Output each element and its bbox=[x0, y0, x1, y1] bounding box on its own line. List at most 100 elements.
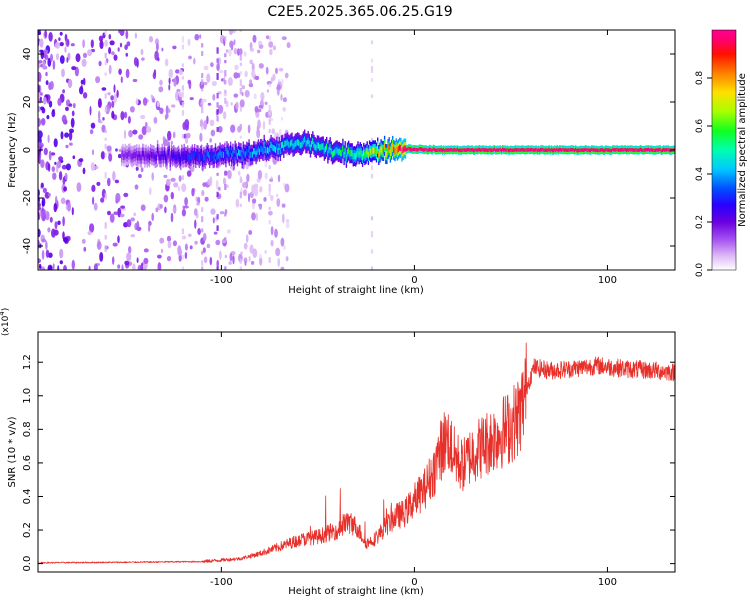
signal-cell bbox=[321, 143, 323, 150]
noise-cell bbox=[207, 179, 211, 186]
noise-cell bbox=[71, 207, 74, 216]
noise-cell bbox=[117, 235, 120, 244]
noise-cell bbox=[168, 77, 171, 85]
signal-cell bbox=[246, 148, 248, 155]
noise-cell bbox=[224, 183, 227, 190]
noise-cell bbox=[71, 259, 76, 270]
signal-peak bbox=[452, 148, 456, 152]
signal-cell bbox=[513, 148, 515, 152]
signal-cell bbox=[400, 144, 402, 151]
noise-cell bbox=[57, 220, 61, 225]
signal-cell bbox=[263, 141, 265, 148]
signal-peak bbox=[508, 148, 512, 152]
noise-cell bbox=[210, 129, 216, 137]
signal-cell bbox=[445, 148, 447, 152]
noise-cell bbox=[274, 228, 278, 238]
noise-cell bbox=[40, 182, 44, 188]
signal-cell bbox=[635, 148, 637, 152]
noise-cell bbox=[59, 55, 65, 64]
noise-cell bbox=[280, 237, 285, 247]
noise-cell bbox=[38, 118, 41, 127]
noise-cell bbox=[47, 227, 51, 233]
noise-cell bbox=[181, 44, 184, 50]
signal-cell bbox=[481, 148, 483, 152]
noise-cell bbox=[119, 30, 125, 36]
signal-cell bbox=[306, 140, 308, 147]
signal-cell bbox=[228, 152, 231, 159]
signal-cell bbox=[389, 149, 392, 156]
noise-cell bbox=[370, 266, 374, 270]
noise-cell bbox=[218, 104, 224, 114]
noise-cell bbox=[126, 41, 131, 47]
signal-cell bbox=[222, 151, 225, 158]
signal-cell bbox=[476, 148, 478, 153]
noise-cell bbox=[113, 93, 117, 104]
noise-cell bbox=[201, 106, 204, 114]
noise-cell bbox=[268, 184, 271, 191]
signal-cell bbox=[261, 146, 263, 153]
noise-cell bbox=[75, 53, 81, 63]
signal-cell bbox=[330, 148, 332, 155]
noise-cell bbox=[177, 248, 183, 256]
signal-cell bbox=[444, 148, 446, 153]
noise-cell bbox=[264, 249, 267, 254]
noise-cell bbox=[282, 97, 287, 103]
noise-cell bbox=[125, 68, 130, 79]
signal-cell bbox=[359, 148, 361, 156]
signal-cell bbox=[622, 148, 624, 152]
noise-cell bbox=[54, 161, 57, 165]
signal-cell bbox=[122, 150, 124, 157]
signal-cell bbox=[324, 145, 327, 153]
noise-cell bbox=[239, 203, 242, 207]
signal-cell bbox=[152, 152, 154, 159]
signal-cell bbox=[183, 150, 185, 157]
noise-cell bbox=[277, 257, 281, 267]
spectrogram-cells bbox=[38, 30, 675, 270]
noise-cell bbox=[219, 250, 222, 260]
signal-cell bbox=[586, 148, 588, 152]
noise-cell bbox=[183, 205, 189, 209]
signal-cell bbox=[207, 151, 210, 158]
colorbar-scale bbox=[711, 29, 737, 271]
signal-cell bbox=[556, 147, 558, 151]
signal-peak bbox=[551, 148, 555, 152]
noise-cell bbox=[235, 198, 240, 208]
noise-cell bbox=[276, 193, 279, 198]
noise-cell bbox=[172, 45, 177, 50]
noise-cell bbox=[206, 243, 211, 249]
signal-cell bbox=[272, 145, 275, 152]
noise-cell bbox=[239, 62, 242, 66]
noise-cell bbox=[170, 140, 174, 145]
signal-cell bbox=[277, 148, 279, 155]
noise-cell bbox=[68, 131, 73, 141]
x-tick-label: -100 bbox=[210, 577, 233, 588]
noise-cell bbox=[92, 149, 94, 156]
noise-cell bbox=[108, 153, 113, 162]
noise-cell bbox=[239, 87, 242, 95]
noise-cell bbox=[43, 49, 49, 54]
noise-cell bbox=[109, 213, 115, 223]
signal-cell bbox=[180, 156, 182, 164]
noise-cell bbox=[152, 72, 157, 80]
noise-cell bbox=[71, 66, 77, 71]
noise-cell bbox=[156, 42, 159, 52]
noise-cell bbox=[239, 99, 245, 108]
noise-cell bbox=[194, 219, 197, 229]
noise-cell bbox=[113, 211, 118, 215]
signal-cell bbox=[165, 154, 167, 161]
noise-cell bbox=[159, 107, 164, 115]
signal-cell bbox=[312, 138, 314, 145]
signal-cell bbox=[244, 151, 247, 158]
noise-cell bbox=[228, 261, 232, 265]
noise-cell bbox=[96, 241, 102, 250]
signal-peak bbox=[464, 148, 469, 152]
noise-cell bbox=[67, 78, 73, 89]
signal-peak bbox=[409, 148, 413, 152]
noise-cell bbox=[98, 110, 101, 121]
noise-cell bbox=[181, 91, 184, 98]
signal-cell bbox=[218, 152, 220, 159]
signal-cell bbox=[426, 148, 429, 153]
signal-cell bbox=[421, 147, 423, 151]
noise-cell bbox=[110, 95, 114, 101]
noise-cell bbox=[274, 131, 277, 139]
